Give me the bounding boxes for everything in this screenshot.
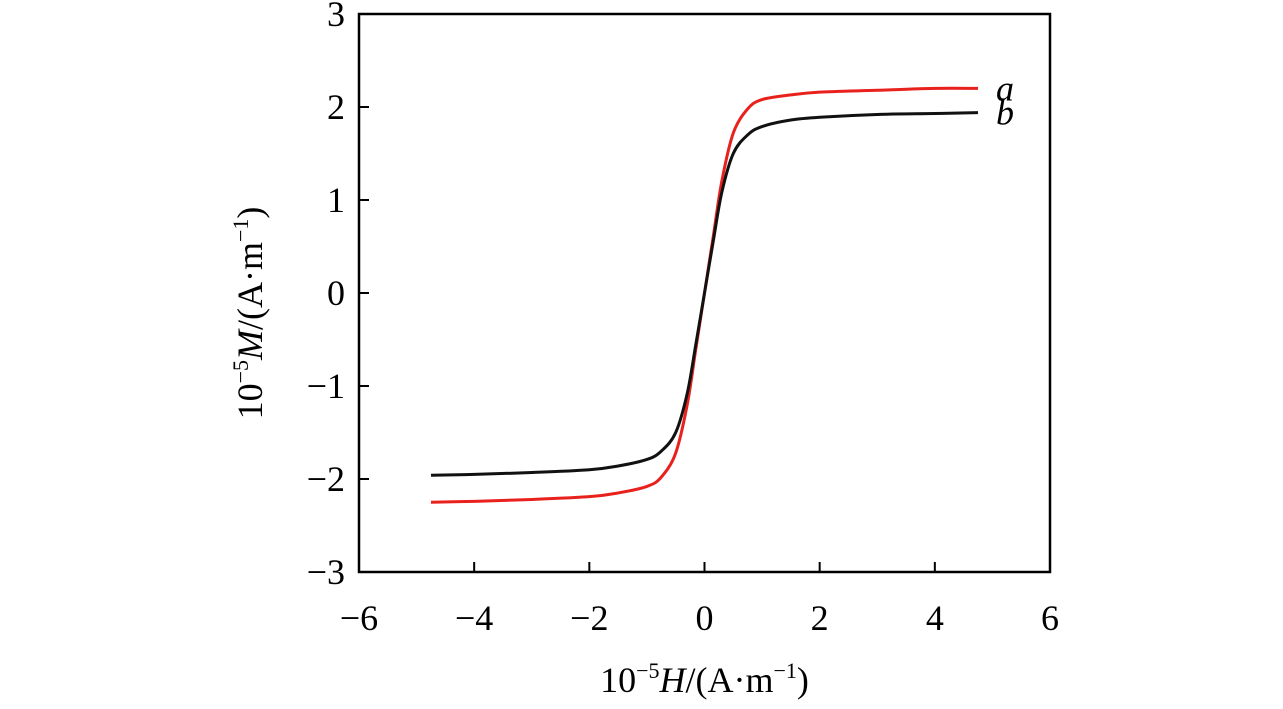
- x-axis-title: 10−5H/(A·m−1): [600, 658, 809, 700]
- series-label-b: b: [996, 93, 1014, 133]
- y-tick-label: 0: [327, 273, 345, 313]
- x-tick-label: 4: [926, 598, 944, 638]
- y-tick-label: 1: [327, 180, 345, 220]
- y-tick-label: 2: [327, 87, 345, 127]
- x-tick-label: 0: [696, 598, 714, 638]
- series-line-b: [430, 111, 979, 477]
- y-tick-label: 3: [327, 0, 345, 34]
- series-label-a: a: [996, 68, 1014, 108]
- x-tick-label: −6: [340, 598, 378, 638]
- y-tick-label: −1: [307, 366, 345, 406]
- x-tick-label: −2: [570, 598, 608, 638]
- y-axis-title: 10−5M/(A·m−1): [228, 207, 270, 420]
- x-tick-label: 2: [811, 598, 829, 638]
- series-layer: [430, 86, 979, 504]
- y-tick-label: −3: [307, 552, 345, 592]
- axis-ticks: −6 −4 −2 0 2 4 6 −3 −2 −1 0 1 2 3: [307, 0, 1059, 638]
- x-tick-label: 6: [1041, 598, 1059, 638]
- series-labels: ab: [996, 68, 1014, 132]
- y-tick-label: −2: [307, 459, 345, 499]
- x-tick-label: −4: [455, 598, 493, 638]
